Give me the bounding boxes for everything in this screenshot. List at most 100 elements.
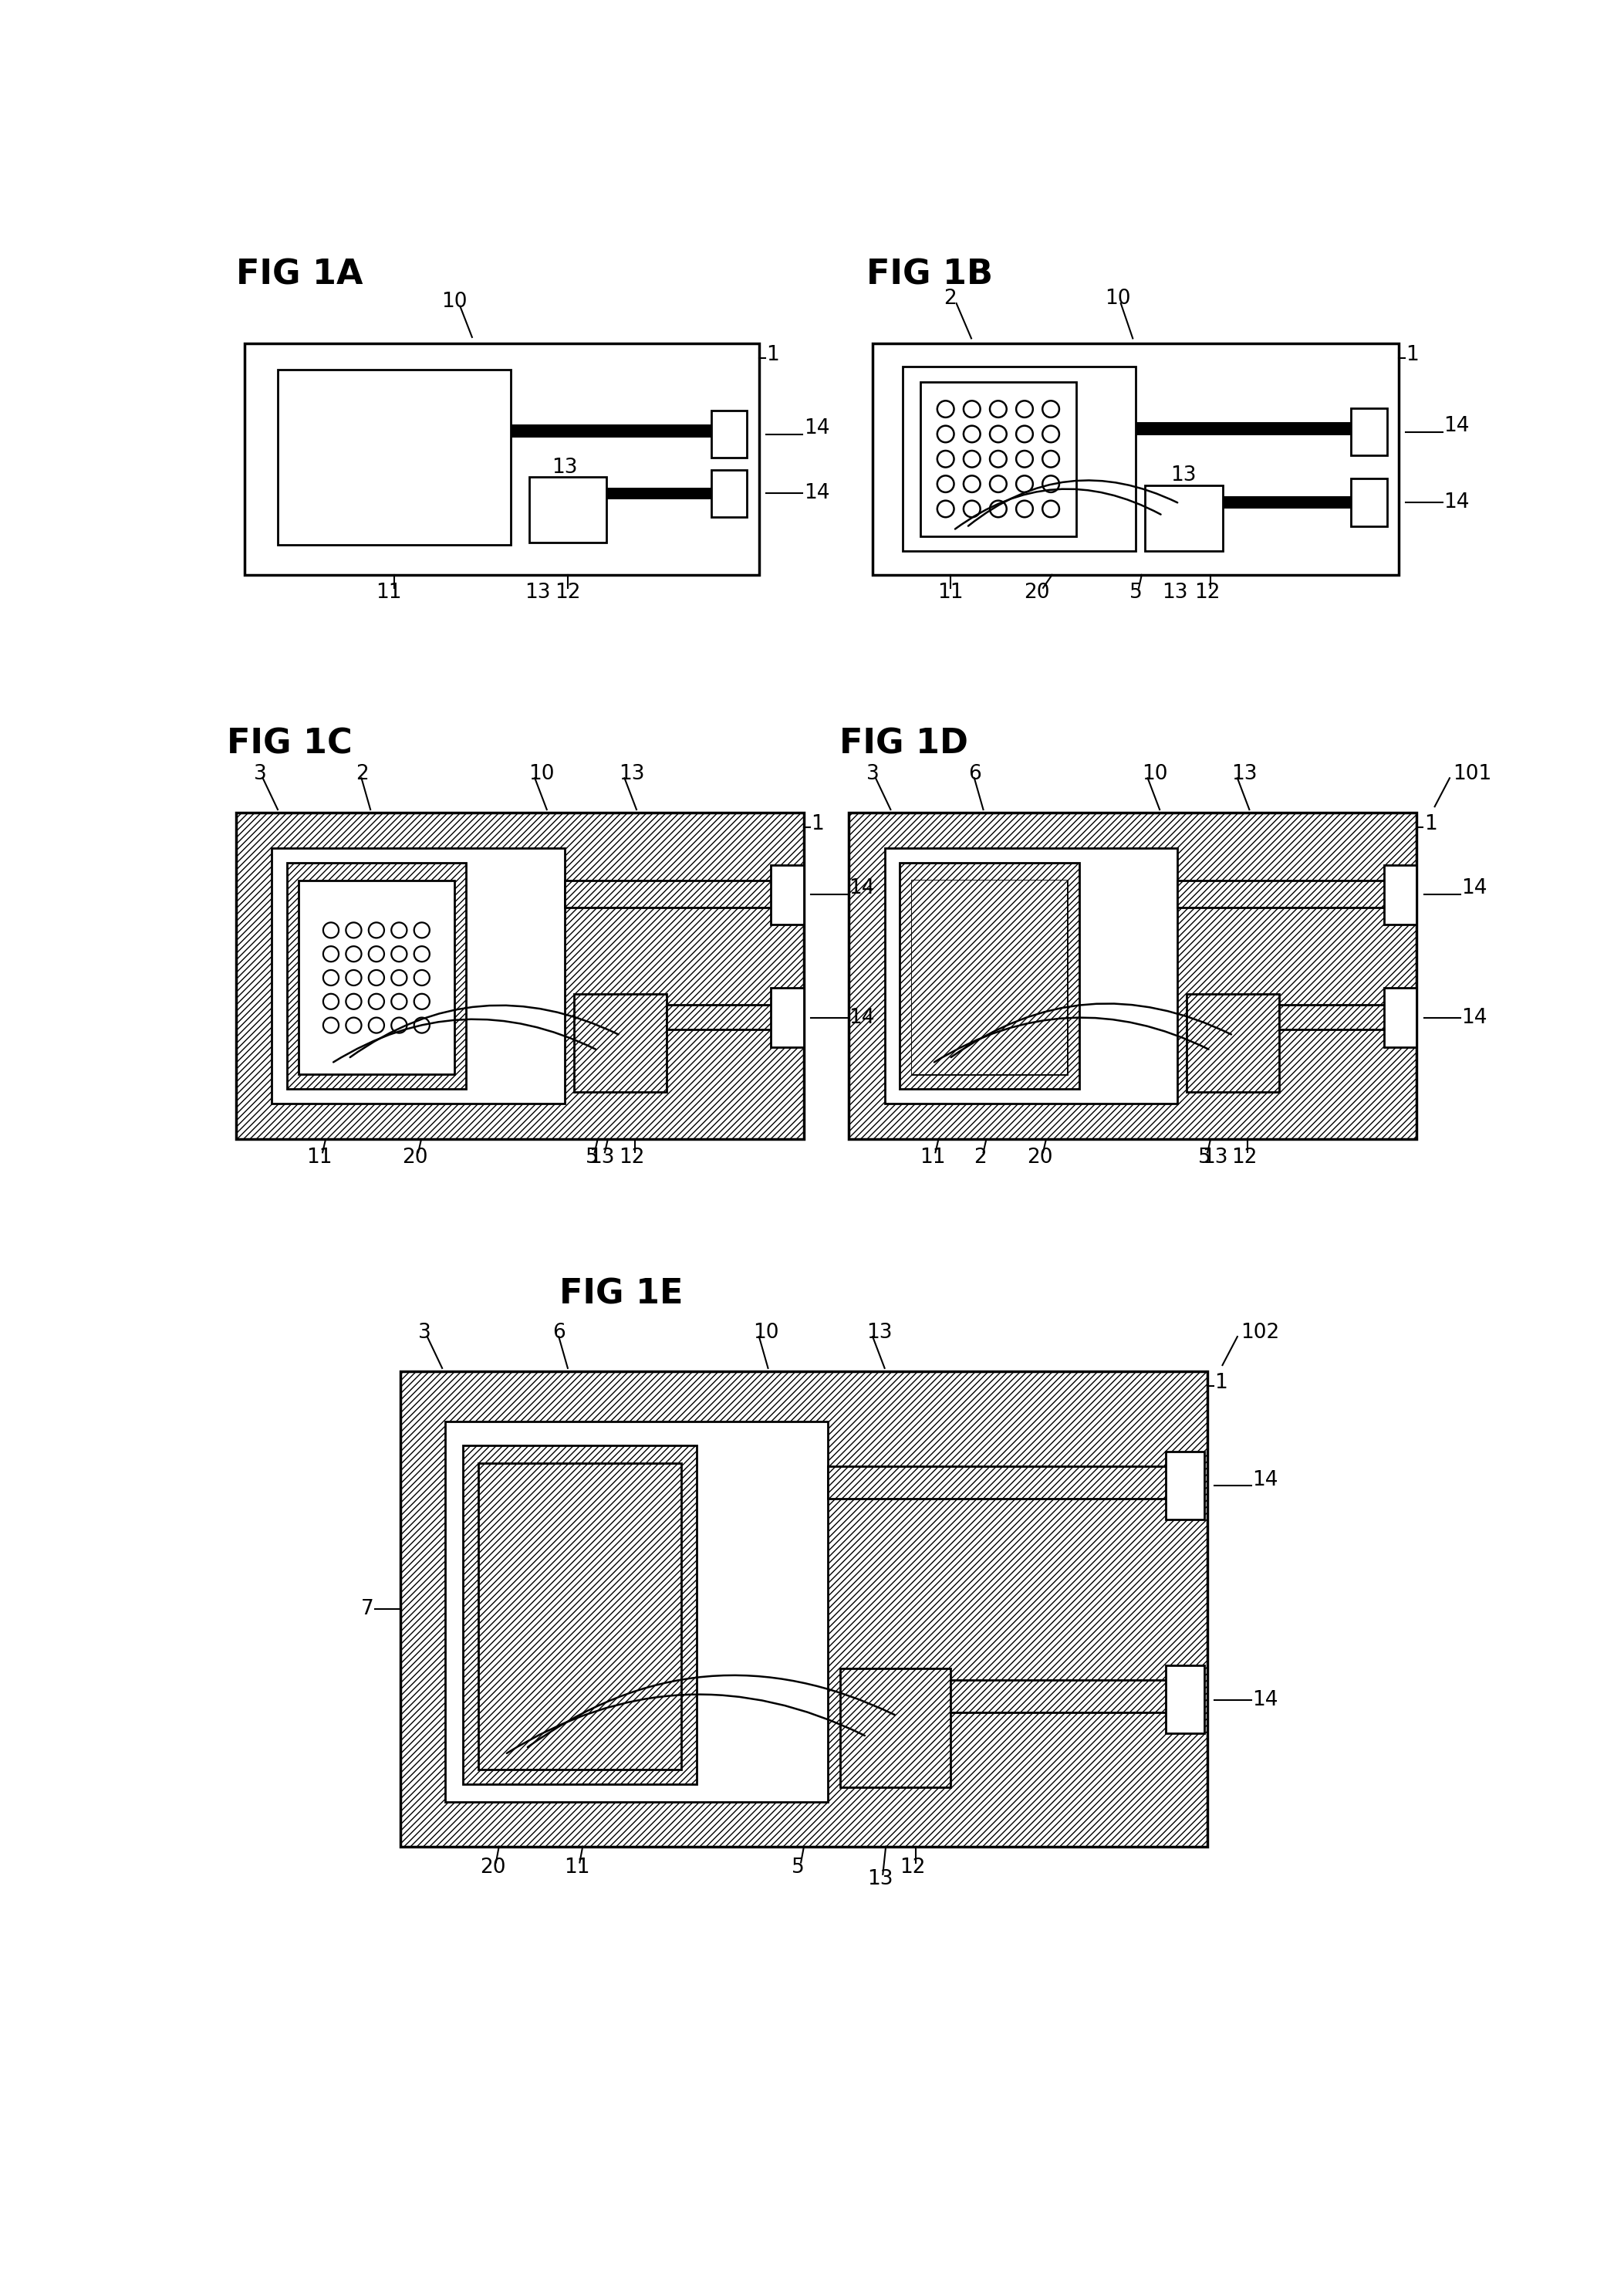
- Text: 14: 14: [804, 419, 830, 439]
- Text: 10: 10: [1142, 764, 1168, 785]
- Bar: [477, 1463, 682, 1770]
- Text: 14: 14: [849, 878, 875, 899]
- Text: 12: 12: [619, 1147, 645, 1167]
- Text: 20: 20: [403, 1147, 429, 1167]
- Bar: [565, 880, 775, 908]
- Text: 12: 12: [900, 1856, 926, 1877]
- Text: 10: 10: [1104, 289, 1130, 309]
- Text: 5: 5: [1129, 582, 1142, 603]
- Bar: [1384, 987, 1416, 1047]
- Bar: [1223, 496, 1351, 507]
- Text: 102: 102: [1241, 1322, 1280, 1342]
- Text: 6: 6: [552, 1322, 565, 1342]
- Bar: [711, 469, 747, 516]
- Bar: [849, 812, 1416, 1140]
- Text: 10: 10: [442, 291, 468, 312]
- Bar: [840, 1668, 950, 1788]
- Bar: [771, 987, 804, 1047]
- Bar: [666, 1006, 775, 1031]
- Text: FIG 1E: FIG 1E: [560, 1276, 684, 1310]
- Bar: [299, 880, 455, 1074]
- Bar: [1145, 487, 1223, 551]
- Text: 14: 14: [1252, 1470, 1278, 1490]
- Bar: [1280, 1006, 1387, 1031]
- Text: FIG 1B: FIG 1B: [867, 257, 994, 291]
- Bar: [287, 862, 466, 1090]
- Text: 14: 14: [1444, 491, 1470, 512]
- Text: 14: 14: [1462, 878, 1488, 899]
- Bar: [529, 478, 607, 541]
- Text: 14: 14: [1462, 1008, 1488, 1028]
- Bar: [911, 880, 1067, 1074]
- Bar: [921, 382, 1077, 537]
- Text: 11: 11: [307, 1147, 333, 1167]
- Text: 101: 101: [1452, 764, 1491, 785]
- Text: 12: 12: [555, 582, 581, 603]
- Text: 2: 2: [974, 1147, 987, 1167]
- Bar: [1187, 994, 1280, 1092]
- Text: 5: 5: [585, 1147, 598, 1167]
- Bar: [711, 410, 747, 457]
- Text: 13: 13: [867, 1322, 893, 1342]
- Bar: [1135, 423, 1351, 435]
- Bar: [903, 366, 1135, 551]
- Bar: [573, 994, 666, 1092]
- Bar: [271, 849, 565, 1103]
- Bar: [1166, 1665, 1205, 1734]
- Text: 13: 13: [867, 1870, 893, 1888]
- Text: 10: 10: [754, 1322, 780, 1342]
- Text: FIG 1C: FIG 1C: [227, 728, 352, 760]
- Text: 7: 7: [361, 1599, 374, 1620]
- Bar: [1177, 880, 1387, 908]
- Text: 13: 13: [1202, 1147, 1228, 1167]
- Text: 1: 1: [1424, 814, 1437, 835]
- Bar: [885, 849, 1177, 1103]
- Text: 5: 5: [1199, 1147, 1212, 1167]
- Text: 13: 13: [1171, 464, 1197, 485]
- Text: FIG 1D: FIG 1D: [840, 728, 968, 760]
- Text: 12: 12: [1231, 1147, 1257, 1167]
- Text: 2: 2: [356, 764, 369, 785]
- Bar: [278, 371, 512, 546]
- Bar: [872, 344, 1398, 576]
- Bar: [445, 1422, 828, 1802]
- Bar: [911, 880, 1067, 1074]
- Text: 1: 1: [810, 814, 823, 835]
- Text: 3: 3: [253, 764, 266, 785]
- Text: FIG 1A: FIG 1A: [235, 257, 362, 291]
- Bar: [245, 344, 758, 576]
- Bar: [828, 1465, 1169, 1499]
- Text: 11: 11: [564, 1856, 590, 1877]
- Text: 13: 13: [525, 582, 551, 603]
- Text: 14: 14: [1252, 1690, 1278, 1711]
- Bar: [1384, 864, 1416, 924]
- Text: 14: 14: [804, 482, 830, 503]
- Text: 5: 5: [791, 1856, 804, 1877]
- Text: 6: 6: [968, 764, 981, 785]
- Bar: [950, 1681, 1169, 1713]
- Text: 13: 13: [1161, 582, 1187, 603]
- Text: 3: 3: [419, 1322, 430, 1342]
- Text: 14: 14: [849, 1008, 875, 1028]
- Bar: [900, 862, 1078, 1090]
- Text: 20: 20: [1026, 1147, 1052, 1167]
- Bar: [1166, 1451, 1205, 1520]
- Bar: [607, 487, 711, 500]
- Text: 13: 13: [1231, 764, 1257, 785]
- Text: 13: 13: [619, 764, 645, 785]
- Text: 20: 20: [481, 1856, 507, 1877]
- Bar: [771, 864, 804, 924]
- Text: 20: 20: [1025, 582, 1051, 603]
- Text: 10: 10: [529, 764, 555, 785]
- Bar: [1351, 478, 1387, 526]
- Text: 11: 11: [919, 1147, 945, 1167]
- Bar: [512, 425, 711, 437]
- Text: 1: 1: [767, 346, 780, 364]
- Text: 2: 2: [944, 289, 957, 309]
- Text: 11: 11: [375, 582, 401, 603]
- Text: 11: 11: [937, 582, 963, 603]
- Bar: [463, 1445, 697, 1784]
- Bar: [1351, 407, 1387, 455]
- Text: 14: 14: [1444, 416, 1470, 437]
- Text: 1: 1: [1406, 346, 1419, 364]
